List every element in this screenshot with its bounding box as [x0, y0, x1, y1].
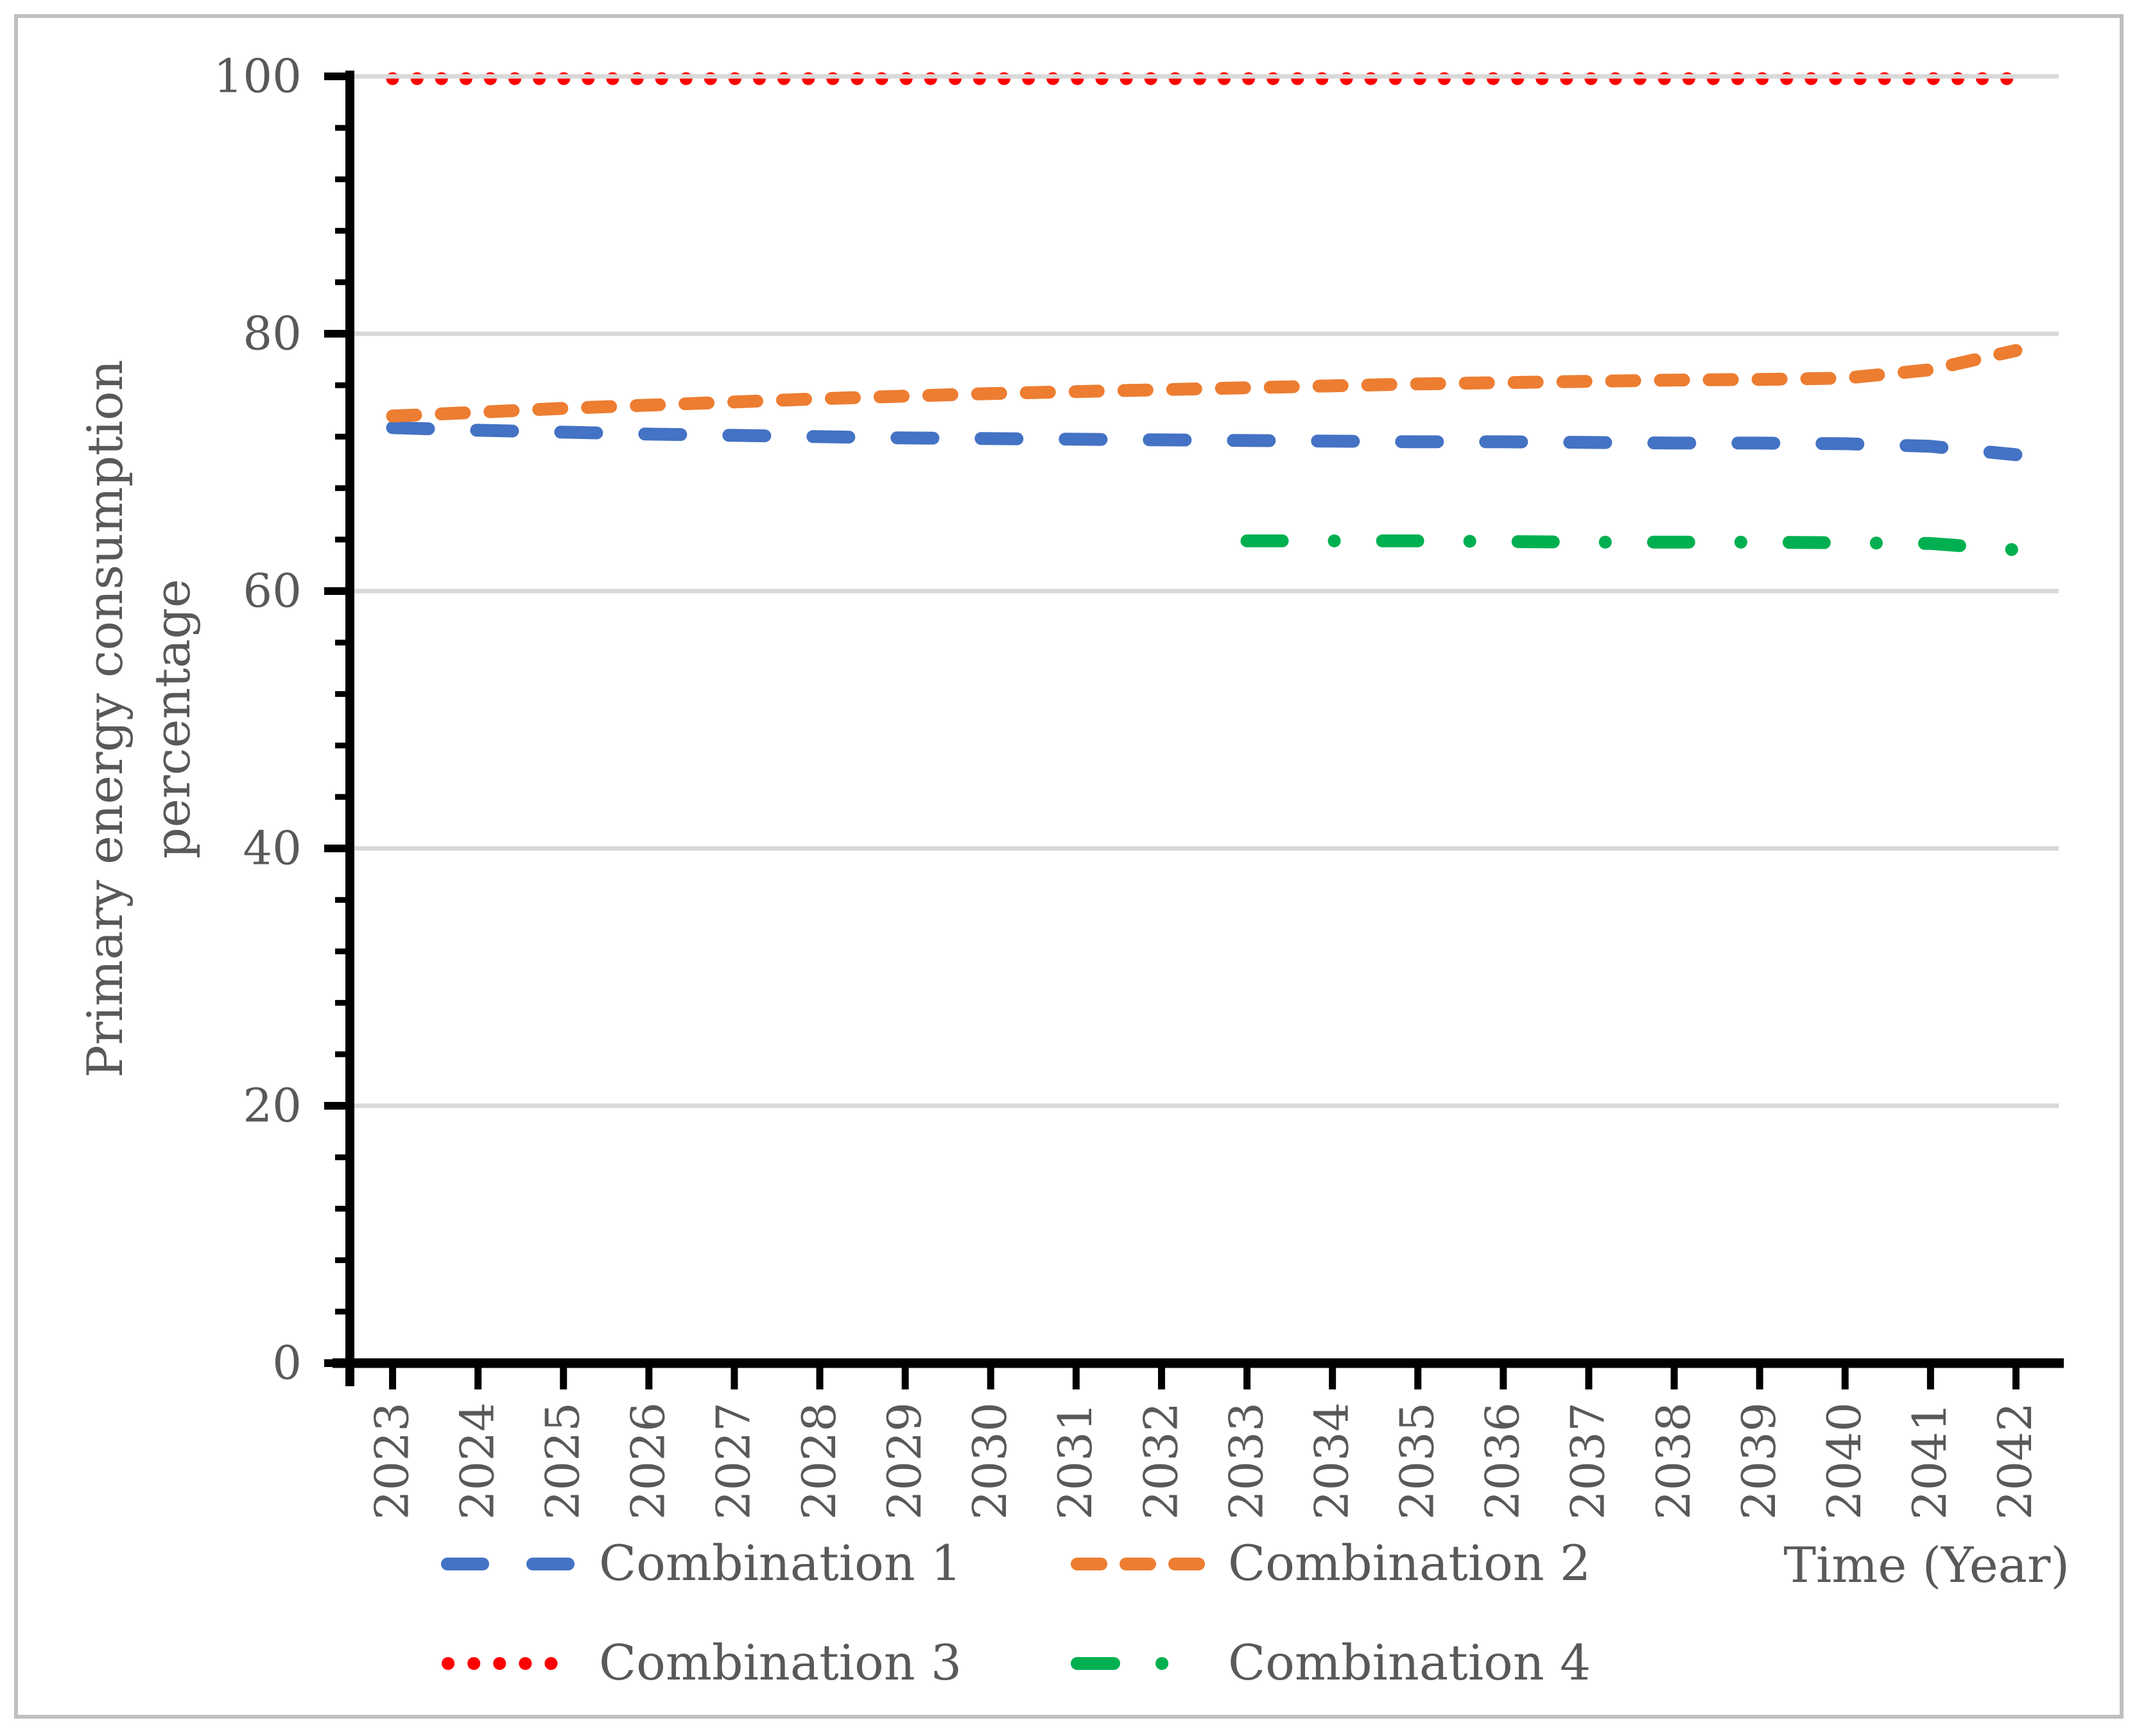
- y-tick-label-0: 0: [272, 1336, 302, 1389]
- y-tick-label-60: 60: [243, 563, 302, 617]
- x-tick-label-2031: 2031: [1048, 1402, 1102, 1520]
- x-tick-label-2023: 2023: [365, 1402, 419, 1520]
- y-tick-label-80: 80: [243, 306, 302, 360]
- figure-frame: [14, 14, 2124, 1719]
- x-tick-label-2030: 2030: [963, 1402, 1017, 1520]
- legend-label-combination-4: Combination 4: [1228, 1634, 1591, 1691]
- series-line-combination-1: [386, 421, 2023, 461]
- x-tick-label-2033: 2033: [1219, 1402, 1273, 1520]
- x-tick-label-2041: 2041: [1903, 1402, 1957, 1520]
- y-axis-title-line2: percentage: [144, 579, 201, 859]
- x-tick-label-2029: 2029: [878, 1402, 931, 1520]
- legend-label-combination-3: Combination 3: [599, 1634, 962, 1691]
- plot-ticks: [324, 73, 2020, 1389]
- x-tick-label-2034: 2034: [1304, 1402, 1358, 1520]
- x-tick-label-2027: 2027: [707, 1402, 761, 1520]
- x-tick-label-2042: 2042: [1988, 1402, 2042, 1520]
- plot-series: [386, 72, 2023, 556]
- y-tick-label-20: 20: [243, 1078, 302, 1132]
- x-tick-label-2024: 2024: [450, 1402, 504, 1520]
- plot-axes: [333, 71, 2064, 1386]
- x-tick-label-2040: 2040: [1817, 1402, 1871, 1520]
- y-tick-label-100: 100: [214, 49, 302, 103]
- x-tick-label-2037: 2037: [1561, 1402, 1615, 1520]
- legend-label-combination-1: Combination 1: [599, 1534, 962, 1592]
- x-tick-label-2025: 2025: [536, 1402, 590, 1520]
- x-tick-label-2026: 2026: [621, 1402, 675, 1520]
- legend: Combination 1 Combination 2 Combination …: [441, 1534, 1591, 1691]
- x-tick-label-2032: 2032: [1134, 1402, 1188, 1520]
- legend-label-combination-2: Combination 2: [1228, 1534, 1591, 1592]
- series-line-combination-4: [1240, 534, 2023, 556]
- plot-gridlines: [350, 74, 2059, 1108]
- y-tick-label-40: 40: [243, 821, 302, 875]
- x-axis-title: Time (Year): [1783, 1536, 2070, 1594]
- y-axis-title-line1: Primary energy consumption: [76, 359, 134, 1078]
- x-tick-label-2035: 2035: [1390, 1402, 1444, 1520]
- series-line-combination-2: [386, 344, 2023, 423]
- x-tick-label-2039: 2039: [1732, 1402, 1786, 1520]
- x-tick-label-2028: 2028: [792, 1402, 846, 1520]
- x-tick-label-2038: 2038: [1647, 1402, 1700, 1520]
- x-tick-label-2036: 2036: [1476, 1402, 1530, 1520]
